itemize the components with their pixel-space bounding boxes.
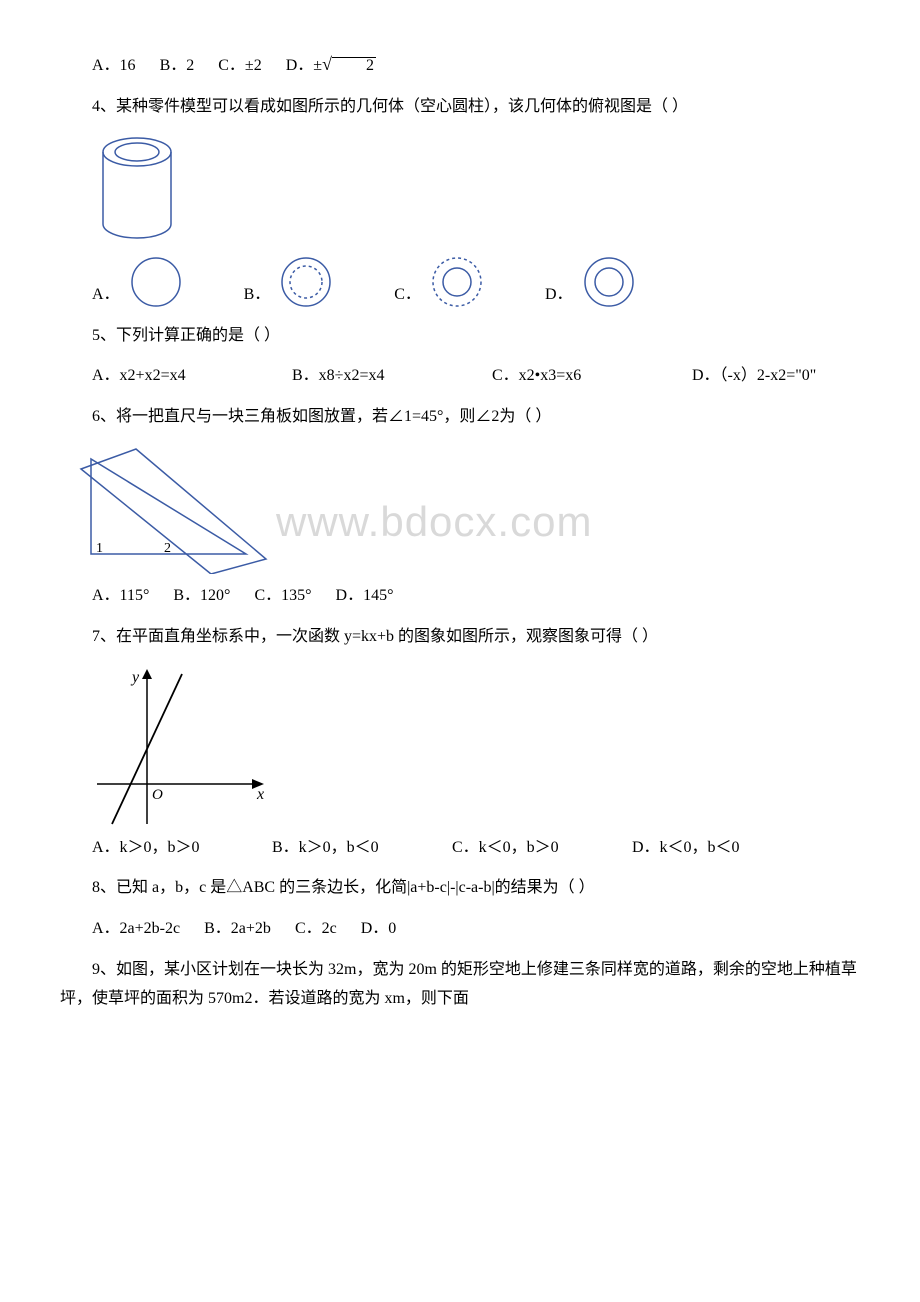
q3-optD-prefix: D．± xyxy=(286,57,322,74)
coordinate-plane-icon: y x O xyxy=(92,664,272,834)
q5-optC: C．x2•x3=x6 xyxy=(492,362,692,391)
q6-text: 6、将一把直尺与一块三角板如图放置，若∠1=45°，则∠2为（ ） xyxy=(60,403,860,432)
q6-optB: B．120° xyxy=(173,587,230,604)
q5-options: A．x2+x2=x4 B．x8÷x2=x4 C．x2•x3=x6 D．（-x）2… xyxy=(60,362,860,391)
q5-optD: D．（-x）2-x2="0" xyxy=(692,362,816,391)
q7-figure: y x O xyxy=(92,664,860,834)
q7-optB: B．k＞0，b＜0 xyxy=(272,834,452,863)
circle-solid-outer-dashed-inner-icon xyxy=(278,254,334,310)
q8-options: A．2a+2b-2c B．2a+2b C．2c D．0 xyxy=(60,915,860,944)
q3-optA: A．16 xyxy=(92,57,136,74)
q6-figure: www.bdocx.com 1 2 xyxy=(76,444,860,574)
circle-dashed-outer-solid-inner-icon xyxy=(429,254,485,310)
q7-optD: D．k＜0，b＜0 xyxy=(632,834,740,863)
watermark-text: www.bdocx.com xyxy=(276,484,592,560)
q4-labelB: B． xyxy=(244,281,271,310)
q7-options: A．k＞0，b＞0 B．k＞0，b＜0 C．k＜0，b＞0 D．k＜0，b＜0 xyxy=(60,834,860,863)
q4-cylinder-figure xyxy=(92,134,860,244)
q8-optD: D．0 xyxy=(361,920,397,937)
q7-optA: A．k＞0，b＞0 xyxy=(92,834,272,863)
circle-single-icon xyxy=(128,254,184,310)
q8-optB: B．2a+2b xyxy=(204,920,271,937)
q4-options-row: A． B． C． D． xyxy=(92,254,860,310)
q8-optA: A．2a+2b-2c xyxy=(92,920,180,937)
q4-optB: B． xyxy=(244,254,335,310)
q3-radicand: 2 xyxy=(332,57,376,74)
q4-labelD: D． xyxy=(545,281,573,310)
q9-text-content: 9、如图，某小区计划在一块长为 32m，宽为 20m 的矩形空地上修建三条同样宽… xyxy=(60,961,857,1007)
q5-optA: A．x2+x2=x4 xyxy=(92,362,292,391)
q3-optC: C．±2 xyxy=(218,57,261,74)
q7-text: 7、在平面直角坐标系中，一次函数 y=kx+b 的图象如图所示，观察图象可得（ … xyxy=(60,623,860,652)
svg-text:x: x xyxy=(256,786,264,803)
q9-text: 9、如图，某小区计划在一块长为 32m，宽为 20m 的矩形空地上修建三条同样宽… xyxy=(60,956,860,1014)
q6-optC: C．135° xyxy=(254,587,311,604)
q8-optC: C．2c xyxy=(295,920,337,937)
q4-optA: A． xyxy=(92,254,184,310)
ruler-triangle-icon: 1 2 xyxy=(76,444,276,574)
q4-labelC: C． xyxy=(394,281,421,310)
svg-text:2: 2 xyxy=(164,541,171,556)
svg-text:1: 1 xyxy=(96,541,103,556)
circle-double-solid-icon xyxy=(581,254,637,310)
q8-text: 8、已知 a，b，c 是△ABC 的三条边长，化简|a+b-c|-|c-a-b|… xyxy=(60,874,860,903)
q6-optD: D．145° xyxy=(336,587,394,604)
q6-options: A．115° B．120° C．135° D．145° xyxy=(60,582,860,611)
svg-text:y: y xyxy=(130,669,140,686)
q3-optB: B．2 xyxy=(160,57,195,74)
q3-optD: D．±√2 xyxy=(286,57,376,74)
q5-optB: B．x8÷x2=x4 xyxy=(292,362,492,391)
q4-optD: D． xyxy=(545,254,637,310)
q3-options: A．16 B．2 C．±2 D．±√2 xyxy=(60,48,860,81)
cylinder-icon xyxy=(92,134,182,244)
q7-optC: C．k＜0，b＞0 xyxy=(452,834,632,863)
q4-text: 4、某种零件模型可以看成如图所示的几何体（空心圆柱），该几何体的俯视图是（ ） xyxy=(60,93,860,122)
q4-text-content: 4、某种零件模型可以看成如图所示的几何体（空心圆柱），该几何体的俯视图是（ ） xyxy=(92,98,688,115)
q5-text: 5、下列计算正确的是（ ） xyxy=(60,322,860,351)
q4-optC: C． xyxy=(394,254,485,310)
q6-optA: A．115° xyxy=(92,587,149,604)
radical-sign: √ xyxy=(322,54,332,74)
q4-labelA: A． xyxy=(92,281,120,310)
svg-text:O: O xyxy=(152,787,163,803)
